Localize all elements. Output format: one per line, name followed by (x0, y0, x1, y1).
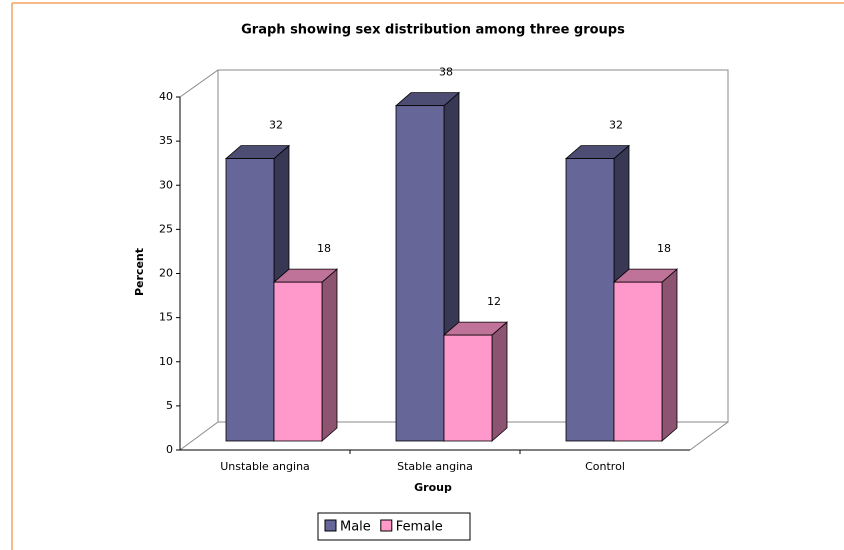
legend: Male Female (317, 512, 471, 541)
bar-front (225, 158, 275, 442)
y-tick-label: 40 (159, 90, 173, 103)
bar-front (565, 158, 615, 442)
data-label: 12 (487, 295, 501, 308)
bar-front (613, 281, 663, 442)
data-label: 32 (609, 119, 623, 132)
data-label: 18 (657, 242, 671, 255)
data-label: 18 (317, 242, 331, 255)
bar-front (443, 334, 493, 442)
legend-label: Female (396, 520, 443, 535)
y-tick-label: 15 (159, 311, 173, 324)
bar-front (273, 281, 323, 442)
bar-front (395, 105, 445, 442)
y-tick-label: 20 (159, 267, 173, 280)
y-axis-label: Percent (133, 248, 146, 296)
x-tick-label: Stable angina (397, 460, 473, 473)
bar (442, 321, 509, 442)
data-label: 32 (269, 119, 283, 132)
y-tick-label: 35 (159, 134, 173, 147)
x-axis-label: Group (414, 481, 452, 494)
bar (272, 268, 339, 442)
bar-side (661, 268, 678, 442)
bar-side (491, 321, 508, 442)
chart-title: Graph showing sex distribution among thr… (241, 23, 625, 38)
x-tick-label: Control (585, 460, 625, 473)
legend-label: Male (340, 520, 371, 535)
y-tick-label: 25 (159, 222, 173, 235)
y-tick-label: 0 (166, 443, 173, 456)
legend-swatch (380, 519, 393, 532)
bar (612, 268, 679, 442)
y-tick-label: 5 (166, 399, 173, 412)
x-tick-label: Unstable angina (220, 460, 310, 473)
bar-side (321, 268, 338, 442)
data-label: 38 (439, 66, 453, 79)
y-tick-label: 10 (159, 355, 173, 368)
y-tick-label: 30 (159, 178, 173, 191)
legend-swatch (324, 519, 337, 532)
